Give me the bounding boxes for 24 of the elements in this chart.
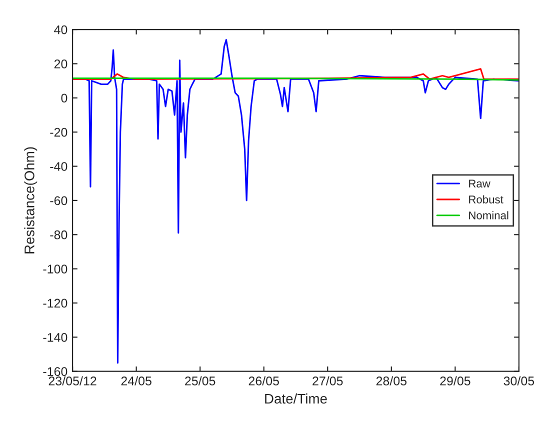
y-tick-label: 20: [54, 60, 68, 68]
legend-label: Nominal: [469, 211, 508, 220]
y-tick-label: 0: [61, 94, 68, 103]
x-tick-label: 28/05: [376, 376, 407, 386]
y-tick-label: -80: [50, 230, 68, 240]
x-tick-label: 25/05: [185, 376, 216, 386]
legend-label: Robust: [469, 195, 504, 204]
x-axis-title: Date/Time: [265, 393, 327, 404]
x-tick-label: 24/05: [121, 376, 152, 386]
y-tick-label: -120: [43, 298, 68, 308]
x-tick-label: 30/05: [504, 376, 534, 386]
legend-label: Raw: [469, 180, 490, 188]
y-tick-label: -100: [43, 264, 68, 274]
x-tick-label: 29/05: [440, 376, 470, 386]
y-tick-label: -40: [50, 162, 68, 171]
y-tick-label: -60: [50, 196, 68, 206]
y-axis-title: Resistance(Ohm): [24, 147, 38, 254]
y-tick-label: -160: [43, 367, 68, 376]
x-tick-label: 26/05: [248, 376, 279, 386]
x-tick-label: 23/05/12: [48, 376, 96, 386]
y-tick-label: -140: [43, 332, 68, 342]
y-tick-label: 40: [54, 25, 68, 34]
y-tick-label: -20: [50, 128, 68, 137]
x-tick-label: 27/05: [312, 376, 343, 386]
